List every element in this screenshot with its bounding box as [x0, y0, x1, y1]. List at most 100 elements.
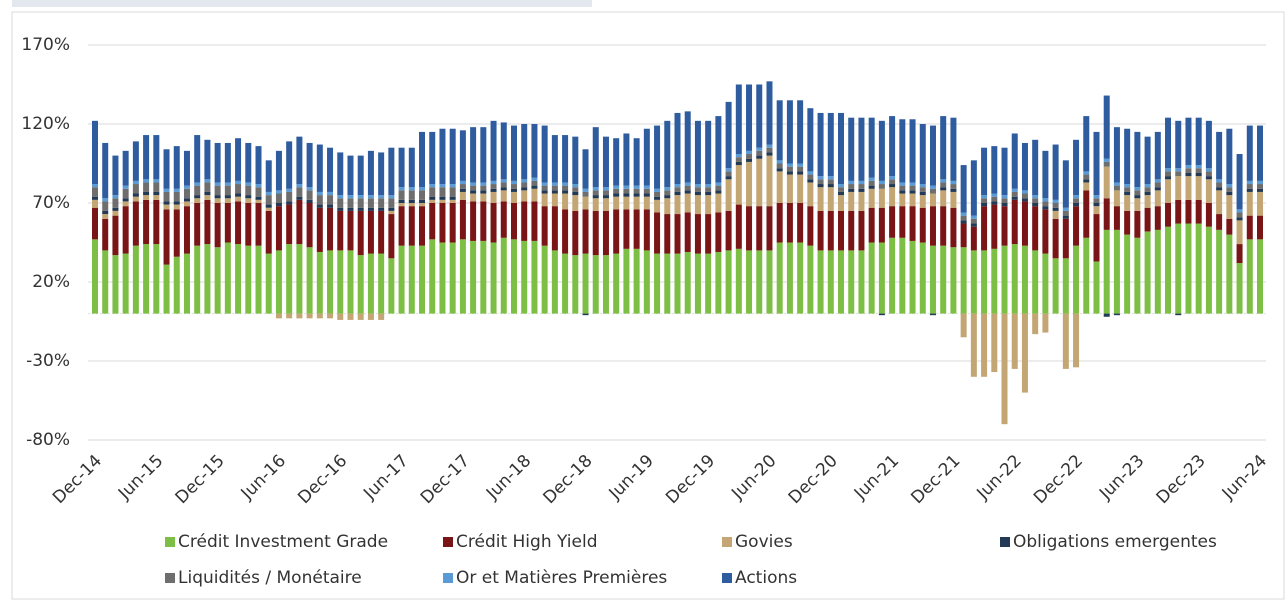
- bar-segment: [204, 199, 211, 245]
- bar-segment: [797, 100, 804, 164]
- bar-segment: [204, 195, 211, 200]
- bar-segment: [1113, 229, 1120, 314]
- bar-segment: [674, 112, 681, 185]
- bar-segment: [705, 120, 712, 185]
- bar-segment: [735, 154, 742, 158]
- bar-segment: [838, 112, 845, 185]
- bar-segment: [1134, 131, 1141, 188]
- bar-segment: [112, 155, 119, 196]
- bar-segment: [551, 135, 558, 183]
- bar-segment: [1185, 199, 1192, 224]
- bar-segment: [674, 195, 681, 215]
- legend-swatch: [165, 537, 175, 547]
- bar-segment: [1032, 313, 1039, 335]
- bar-segment: [214, 142, 221, 183]
- bar-segment: [163, 204, 170, 210]
- bar-segment: [981, 195, 988, 199]
- bar-segment: [694, 214, 701, 254]
- bar-segment: [541, 206, 548, 246]
- bar-segment: [674, 214, 681, 254]
- bar-segment: [408, 147, 415, 188]
- bar-segment: [214, 182, 221, 186]
- bar-segment: [92, 184, 98, 188]
- bar-segment: [551, 250, 558, 314]
- bar-segment: [725, 171, 732, 177]
- bar-segment: [878, 242, 885, 314]
- bar-segment: [521, 240, 528, 314]
- bar-segment: [531, 201, 538, 241]
- bar-segment: [909, 240, 916, 314]
- bar-segment: [265, 210, 272, 254]
- bar-segment: [92, 196, 98, 200]
- bar-segment: [633, 185, 640, 189]
- bar-segment: [388, 214, 395, 259]
- bar-segment: [797, 174, 804, 203]
- bar-segment: [1062, 207, 1069, 211]
- bar-segment: [582, 196, 589, 210]
- bar-segment: [1195, 117, 1202, 166]
- bar-segment: [970, 226, 977, 251]
- bar-segment: [367, 198, 374, 208]
- bar-segment: [1113, 206, 1120, 230]
- bar-segment: [909, 119, 916, 183]
- bar-segment: [367, 150, 374, 196]
- bar-segment: [592, 210, 599, 256]
- bar-segment: [194, 195, 201, 199]
- bar-segment: [194, 203, 201, 246]
- bar-segment: [255, 187, 262, 197]
- bar-segment: [112, 210, 119, 216]
- bar-segment: [1001, 206, 1008, 246]
- bar-segment: [1165, 226, 1172, 314]
- bar-segment: [1021, 190, 1028, 194]
- bar-segment: [439, 199, 446, 203]
- bar-segment: [490, 242, 497, 314]
- bar-segment: [858, 188, 865, 192]
- bar-segment: [960, 215, 967, 221]
- bar-segment: [623, 193, 630, 197]
- bar-segment: [265, 191, 272, 196]
- bar-segment: [316, 195, 323, 205]
- bar-segment: [970, 160, 977, 216]
- bar-segment: [858, 117, 865, 181]
- bar-segment: [327, 195, 334, 205]
- bar-segment: [705, 184, 712, 188]
- bar-segment: [347, 155, 354, 196]
- bar-segment: [173, 188, 180, 192]
- bar-segment: [817, 179, 824, 185]
- bar-segment: [1011, 133, 1018, 189]
- bar-segment: [715, 193, 722, 213]
- bar-segment: [143, 195, 150, 200]
- bar-segment: [1205, 226, 1212, 314]
- bar-segment: [1052, 199, 1059, 203]
- bar-segment: [1011, 244, 1018, 314]
- bar-segment: [551, 206, 558, 251]
- bar-segment: [183, 206, 190, 254]
- bar-segment: [868, 188, 875, 208]
- bar-segment: [674, 184, 681, 188]
- bar-segment: [981, 203, 988, 207]
- bar-segment: [1236, 244, 1243, 264]
- bar-segment: [1021, 142, 1028, 191]
- bar-segment: [367, 253, 374, 314]
- bar-segment: [940, 116, 947, 180]
- bar-segment: [275, 203, 282, 207]
- bar-segment: [633, 209, 640, 249]
- bar-segment: [408, 190, 415, 200]
- bar-segment: [1042, 201, 1049, 207]
- bar-segment: [132, 141, 139, 181]
- bar-segment: [940, 187, 947, 191]
- bar-segment: [429, 203, 436, 240]
- bar-segment: [827, 250, 834, 314]
- x-tick-label: Jun-18: [482, 451, 535, 504]
- bar-segment: [858, 210, 865, 251]
- bar-segment: [306, 247, 313, 314]
- bar-segment: [694, 187, 701, 192]
- bar-segment: [347, 207, 354, 211]
- bar-segment: [725, 250, 732, 314]
- bar-segment: [500, 182, 507, 188]
- bar-segment: [582, 191, 589, 197]
- bar-segment: [674, 187, 681, 192]
- bar-segment: [521, 124, 528, 180]
- bar-segment: [1216, 182, 1223, 188]
- bar-segment: [746, 206, 753, 251]
